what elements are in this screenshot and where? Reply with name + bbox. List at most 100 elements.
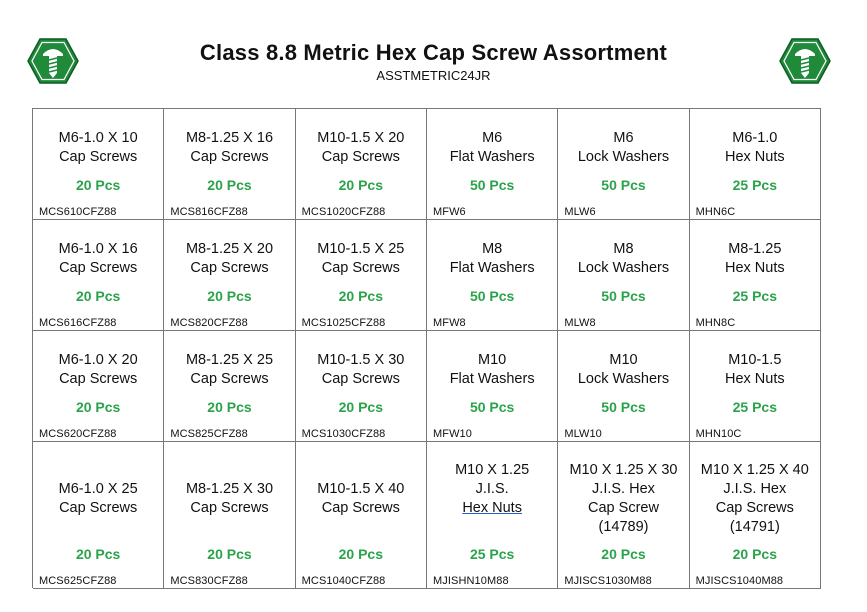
part-number: MJISCS1030M88: [564, 575, 652, 587]
grid-cell: M8-1.25 Hex Nuts 25 Pcs MHN8C: [689, 220, 821, 331]
grid-cell: M10-1.5 X 40 Cap Screws 20 Pcs MCS1040CF…: [295, 442, 427, 589]
item-type: Cap Screws: [59, 149, 138, 165]
grid-cell: M10-1.5 X 30 Cap Screws 20 Pcs MCS1030CF…: [295, 331, 427, 442]
grid-cell: M10-1.5 X 20 Cap Screws 20 Pcs MCS1020CF…: [295, 109, 427, 220]
item-spec: J.I.S.: [475, 481, 509, 497]
grid-cell: M10 Flat Washers 50 Pcs MFW10: [426, 331, 559, 442]
item-description: M6-1.0 Hex Nuts: [690, 129, 820, 167]
item-quantity: 20 Pcs: [601, 546, 646, 562]
item-type: Lock Washers: [577, 371, 670, 387]
item-size: M8-1.25 X 25: [185, 352, 274, 368]
green-hexagon-screw-icon: [27, 38, 79, 84]
page-header: Class 8.8 Metric Hex Cap Screw Assortmen…: [0, 40, 867, 84]
item-quantity: 20 Pcs: [75, 177, 121, 193]
item-size: M8: [613, 241, 634, 257]
item-description: M8-1.25 X 25 Cap Screws: [164, 351, 294, 389]
item-size: M10-1.5 X 40: [317, 481, 405, 497]
grid-cell: M8-1.25 X 20 Cap Screws 20 Pcs MCS820CFZ…: [164, 220, 296, 331]
item-description: M6 Lock Washers: [558, 129, 688, 167]
grid-row-3: M6-1.0 X 20 Cap Screws 20 Pcs MCS620CFZ8…: [33, 331, 821, 442]
item-size: M8-1.25 X 20: [185, 241, 274, 257]
part-number: MCS816CFZ88: [170, 206, 248, 218]
part-number: MFW8: [432, 317, 466, 329]
part-number: MFW6: [432, 206, 466, 218]
part-number: MCS616CFZ88: [39, 317, 117, 329]
item-description: M10 X 1.25 X 40 J.I.S. Hex Cap Screws (1…: [690, 461, 820, 537]
item-ref: (14791): [729, 519, 780, 535]
item-type: Hex Nuts: [724, 260, 785, 276]
item-size: M8: [482, 241, 503, 257]
item-description: M10-1.5 X 20 Cap Screws: [296, 129, 426, 167]
item-spec: J.I.S. Hex: [723, 481, 787, 497]
item-description: M10 X 1.25 X 30 J.I.S. Hex Cap Screw (14…: [558, 461, 688, 537]
item-type: Cap Screws: [715, 500, 794, 516]
item-spacer: [164, 461, 294, 480]
item-type: Cap Screw: [588, 500, 659, 516]
item-size: M6: [613, 130, 634, 146]
item-spacer: [33, 461, 163, 480]
item-description: M6 Flat Washers: [427, 129, 557, 167]
item-quantity: 50 Pcs: [601, 177, 646, 193]
item-description: M8-1.25 Hex Nuts: [690, 240, 820, 278]
item-type: Flat Washers: [449, 260, 535, 276]
grid-cell: M6-1.0 X 16 Cap Screws 20 Pcs MCS616CFZ8…: [33, 220, 165, 331]
part-number: MHN6C: [695, 206, 736, 218]
item-type: Hex Nuts: [724, 371, 785, 387]
item-quantity: 25 Pcs: [732, 288, 777, 304]
item-quantity: 50 Pcs: [469, 399, 515, 415]
part-number: MLW6: [564, 206, 596, 218]
item-quantity: 50 Pcs: [469, 177, 515, 193]
grid-cell: M10 X 1.25 X 40 J.I.S. Hex Cap Screws (1…: [689, 442, 821, 589]
page-subtitle: ASSTMETRIC24JR: [376, 68, 491, 83]
item-quantity: 20 Pcs: [75, 546, 121, 562]
grid-row-2: M6-1.0 X 16 Cap Screws 20 Pcs MCS616CFZ8…: [33, 220, 821, 331]
item-type: Hex Nuts: [724, 149, 785, 165]
item-description: M10-1.5 X 40 Cap Screws: [296, 461, 426, 518]
item-description: M10-1.5 X 30 Cap Screws: [296, 351, 426, 389]
grid-cell: M10 X 1.25 J.I.S. Hex Nuts 25 Pcs MJISHN…: [426, 442, 559, 589]
part-number: MCS625CFZ88: [39, 575, 117, 587]
item-type: Cap Screws: [321, 149, 400, 165]
item-type: Cap Screws: [190, 260, 269, 276]
item-description: M8-1.25 X 16 Cap Screws: [164, 129, 294, 167]
logo-left: [27, 37, 79, 85]
item-type: Cap Screws: [190, 371, 269, 387]
item-quantity: 20 Pcs: [207, 546, 252, 562]
item-quantity: 25 Pcs: [732, 177, 777, 193]
item-size: M6-1.0 X 10: [58, 130, 138, 146]
part-number: MLW10: [564, 428, 602, 440]
grid-cell: M8 Flat Washers 50 Pcs MFW8: [426, 220, 559, 331]
part-number: MCS825CFZ88: [170, 428, 248, 440]
item-quantity: 20 Pcs: [75, 288, 121, 304]
logo-right: [779, 37, 831, 85]
grid-cell: M6 Flat Washers 50 Pcs MFW6: [426, 109, 559, 220]
item-description: M10 X 1.25 J.I.S. Hex Nuts: [427, 461, 557, 518]
item-description: M8 Lock Washers: [558, 240, 688, 278]
part-number: MCS1030CFZ88: [301, 428, 386, 440]
item-quantity: 50 Pcs: [601, 288, 646, 304]
item-size: M10-1.5 X 20: [317, 130, 405, 146]
grid-cell: M6-1.0 X 20 Cap Screws 20 Pcs MCS620CFZ8…: [33, 331, 165, 442]
item-size: M8-1.25 X 30: [185, 481, 274, 497]
item-size: M10 X 1.25: [455, 462, 530, 478]
item-quantity: 25 Pcs: [469, 546, 515, 562]
item-type: Cap Screws: [59, 260, 138, 276]
item-type: Lock Washers: [577, 260, 670, 276]
item-size: M8-1.25 X 16: [185, 130, 274, 146]
item-size: M10: [478, 352, 507, 368]
item-size: M8-1.25: [728, 241, 782, 257]
item-type: Hex Nuts: [462, 500, 522, 516]
item-description: M8-1.25 X 30 Cap Screws: [164, 461, 294, 518]
part-number: MJISCS1040M88: [695, 575, 784, 587]
item-size: M10-1.5 X 25: [317, 241, 405, 257]
assortment-grid: M6-1.0 X 10 Cap Screws 20 Pcs MCS610CFZ8…: [32, 108, 821, 589]
item-size: M6: [482, 130, 503, 146]
item-quantity: 20 Pcs: [207, 399, 252, 415]
grid-row-1: M6-1.0 X 10 Cap Screws 20 Pcs MCS610CFZ8…: [33, 109, 821, 220]
part-number: MCS1040CFZ88: [301, 575, 386, 587]
part-number: MFW10: [432, 428, 472, 440]
grid-cell: M10-1.5 Hex Nuts 25 Pcs MHN10C: [689, 331, 821, 442]
item-type: Cap Screws: [190, 500, 269, 516]
item-description: M6-1.0 X 10 Cap Screws: [33, 129, 163, 167]
part-number: MCS610CFZ88: [39, 206, 117, 218]
